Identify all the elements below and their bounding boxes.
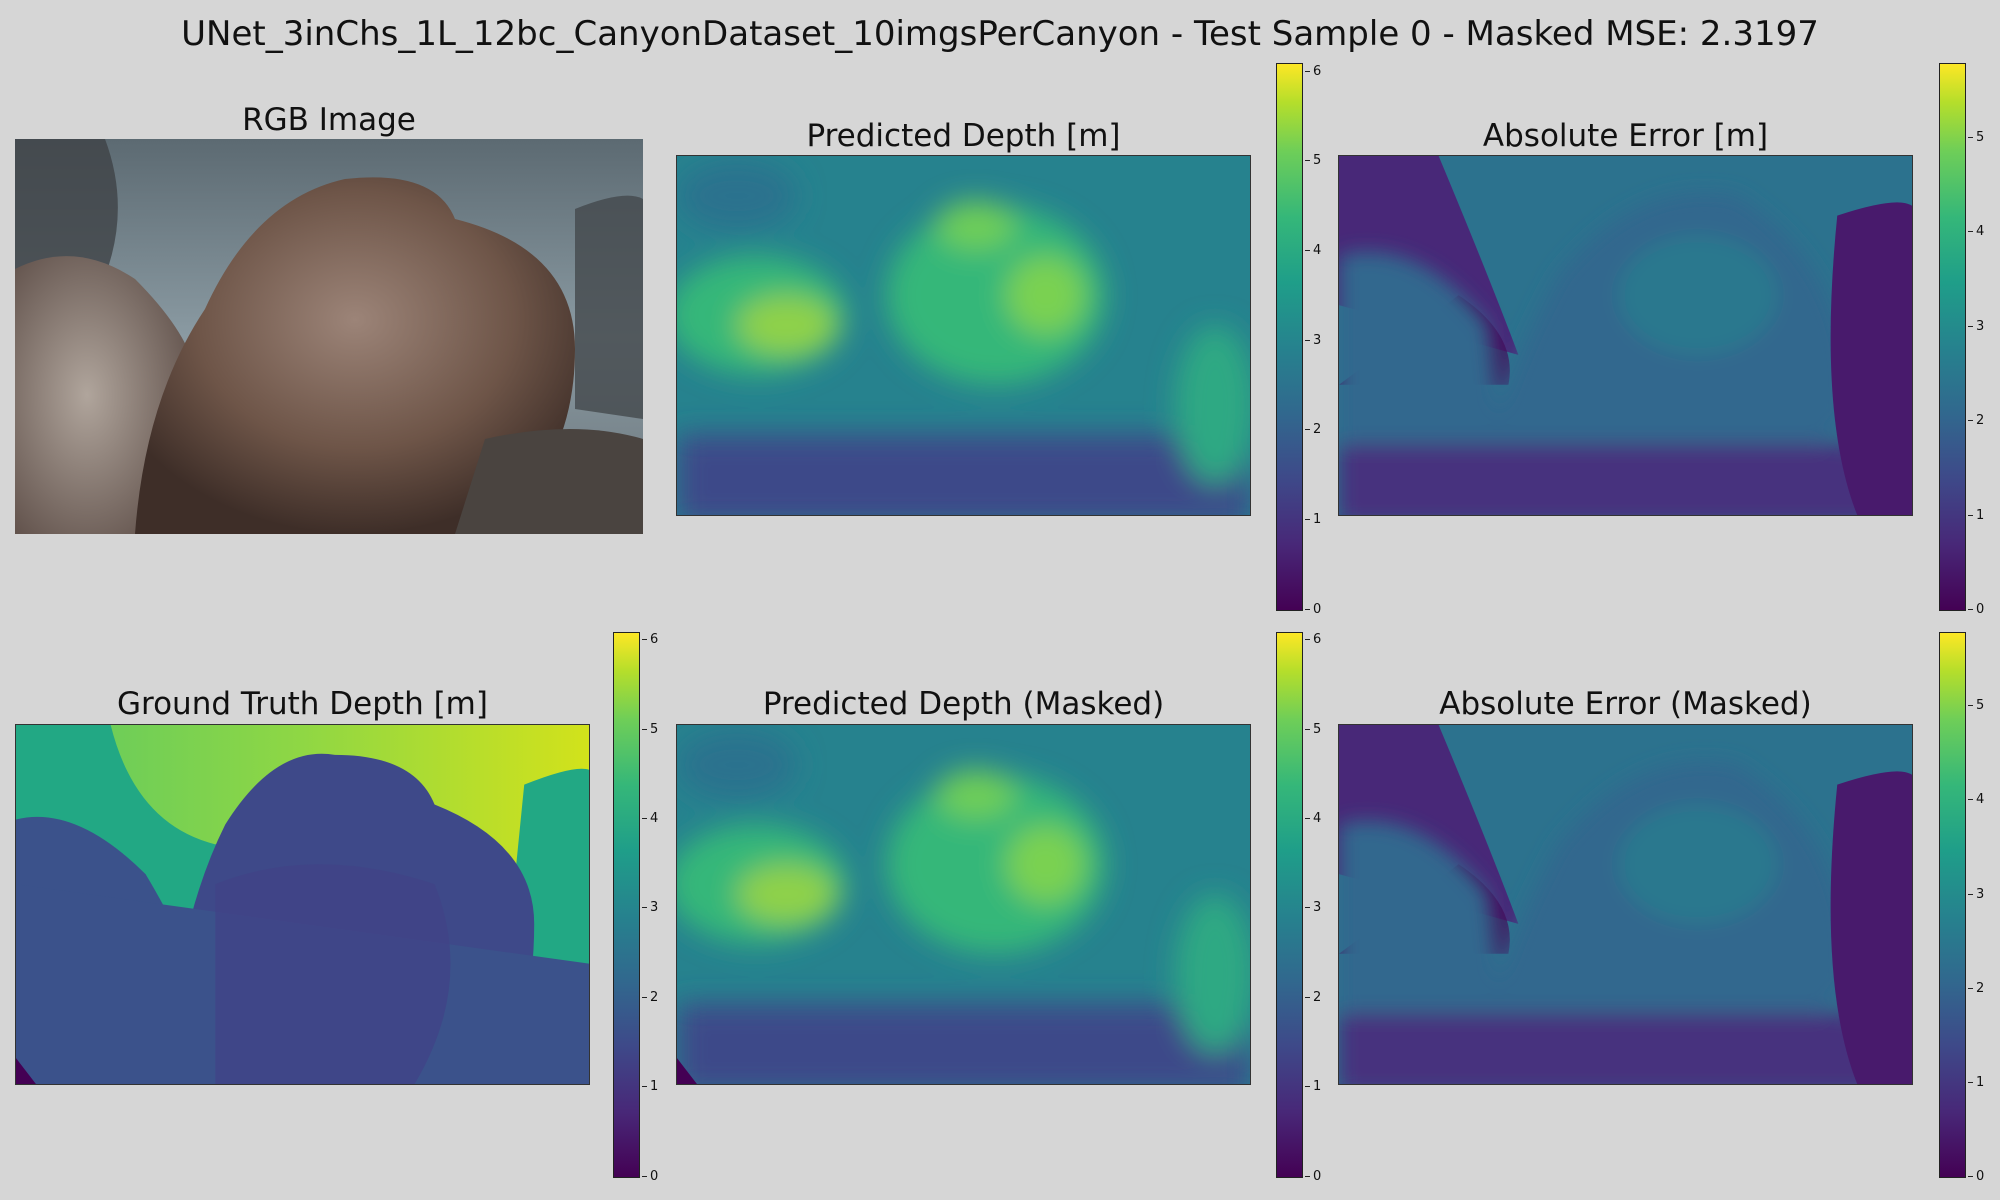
err-tick-4: 4 xyxy=(1967,224,1985,239)
gt-tick-1: 1 xyxy=(641,1079,659,1094)
gt-colorbar xyxy=(613,632,640,1178)
err-colorbar xyxy=(1939,63,1966,611)
err-masked-panel-title: Absolute Error (Masked) xyxy=(1439,686,1812,722)
err-tick-3: 3 xyxy=(1967,319,1985,334)
pred-tick-5: 5 xyxy=(1304,153,1322,168)
pred-masked-colorbar xyxy=(1276,632,1303,1178)
predicted-depth-masked-heatmap xyxy=(676,724,1251,1085)
pred-tick-4: 4 xyxy=(1304,243,1322,258)
rgb-image-panel xyxy=(15,139,643,534)
rgb-panel-title: RGB Image xyxy=(242,102,416,138)
err-masked-tick-4: 4 xyxy=(1967,792,1985,807)
err-masked-colorbar xyxy=(1939,632,1966,1178)
pred-tick-2: 2 xyxy=(1304,422,1322,437)
pred-masked-tick-4: 4 xyxy=(1304,811,1322,826)
pred-tick-6: 6 xyxy=(1304,64,1322,79)
gt-tick-3: 3 xyxy=(641,900,659,915)
pred-masked-panel-title: Predicted Depth (Masked) xyxy=(762,686,1165,722)
err-masked-tick-0: 0 xyxy=(1967,1169,1985,1184)
absolute-error-heatmap xyxy=(1338,155,1913,516)
gt-tick-6: 6 xyxy=(641,632,659,647)
err-masked-tick-2: 2 xyxy=(1967,981,1985,996)
err-tick-1: 1 xyxy=(1967,508,1985,523)
pred-masked-tick-2: 2 xyxy=(1304,990,1322,1005)
pred-panel-title: Predicted Depth [m] xyxy=(806,118,1121,154)
err-panel-title: Absolute Error [m] xyxy=(1482,118,1769,154)
pred-tick-3: 3 xyxy=(1304,333,1322,348)
gt-tick-2: 2 xyxy=(641,990,659,1005)
figure-title: UNet_3inChs_1L_12bc_CanyonDataset_10imgs… xyxy=(181,14,1819,54)
gt-tick-4: 4 xyxy=(641,811,659,826)
err-masked-tick-5: 5 xyxy=(1967,698,1985,713)
pred-tick-1: 1 xyxy=(1304,512,1322,527)
pred-masked-tick-6: 6 xyxy=(1304,632,1322,647)
err-masked-tick-1: 1 xyxy=(1967,1075,1985,1090)
gt-tick-0: 0 xyxy=(641,1169,659,1184)
err-tick-5: 5 xyxy=(1967,130,1985,145)
err-tick-0: 0 xyxy=(1967,602,1985,617)
ground-truth-depth-heatmap xyxy=(15,724,590,1085)
err-tick-2: 2 xyxy=(1967,413,1985,428)
pred-masked-tick-0: 0 xyxy=(1304,1169,1322,1184)
predicted-depth-heatmap xyxy=(676,155,1251,516)
err-masked-tick-3: 3 xyxy=(1967,887,1985,902)
gt-panel-title: Ground Truth Depth [m] xyxy=(117,686,488,722)
pred-masked-tick-1: 1 xyxy=(1304,1079,1322,1094)
pred-tick-0: 0 xyxy=(1304,602,1322,617)
pred-masked-tick-5: 5 xyxy=(1304,722,1322,737)
pred-colorbar xyxy=(1276,63,1303,611)
absolute-error-masked-heatmap xyxy=(1338,724,1913,1085)
gt-tick-5: 5 xyxy=(641,722,659,737)
pred-masked-tick-3: 3 xyxy=(1304,900,1322,915)
